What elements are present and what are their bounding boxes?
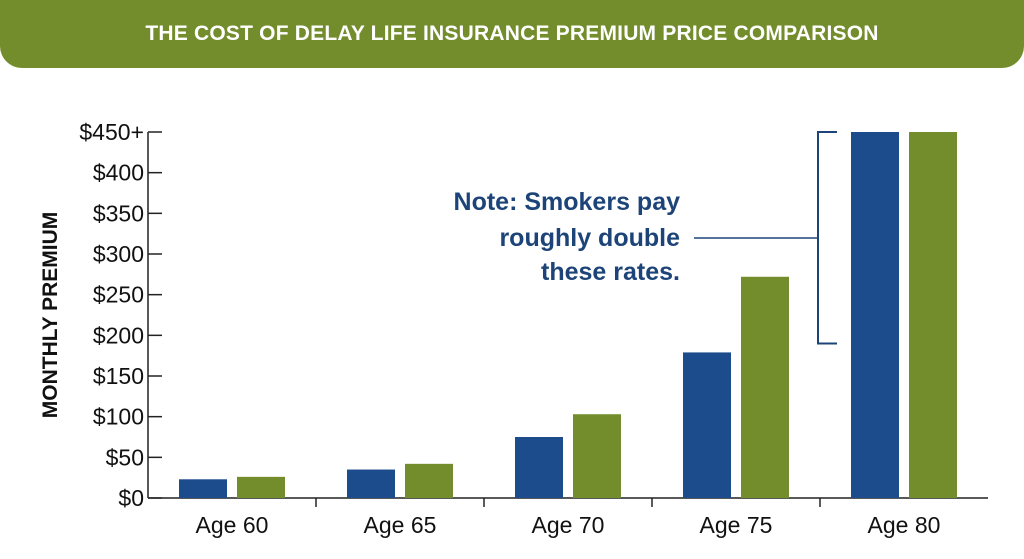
bar-series-1 bbox=[179, 479, 227, 498]
y-tick-label: $100 bbox=[93, 404, 144, 430]
x-tick-label: Age 70 bbox=[532, 512, 605, 538]
bar-series-2 bbox=[237, 476, 285, 498]
annotation-note-line: these rates. bbox=[541, 258, 680, 286]
bar-series-2 bbox=[405, 463, 453, 498]
x-tick-label: Age 60 bbox=[196, 512, 269, 538]
bar-series-1 bbox=[851, 132, 899, 498]
y-tick-label: $50 bbox=[106, 444, 144, 470]
x-tick-label: Age 80 bbox=[868, 512, 941, 538]
title-banner: THE COST OF DELAY LIFE INSURANCE PREMIUM… bbox=[0, 0, 1024, 68]
x-tick-label: Age 65 bbox=[364, 512, 437, 538]
y-tick-label: $200 bbox=[93, 322, 144, 348]
bar-series-2 bbox=[909, 132, 957, 498]
chart-title: THE COST OF DELAY LIFE INSURANCE PREMIUM… bbox=[145, 22, 879, 45]
x-tick-label: Age 75 bbox=[700, 512, 773, 538]
annotation-note-line: Note: Smokers pay bbox=[454, 188, 681, 216]
y-tick-label: $300 bbox=[93, 241, 144, 267]
bar-series-2 bbox=[741, 276, 789, 498]
y-tick-label: $350 bbox=[93, 200, 144, 226]
y-tick-label: $150 bbox=[93, 363, 144, 389]
y-tick-label: $400 bbox=[93, 160, 144, 186]
bar-series-1 bbox=[683, 352, 731, 498]
annotation-bracket bbox=[817, 131, 837, 345]
y-tick-label: $250 bbox=[93, 282, 144, 308]
bar-series-2 bbox=[573, 414, 621, 498]
y-axis-label: MONTHLY PREMIUM bbox=[39, 212, 62, 419]
annotation-note-line: roughly double bbox=[499, 224, 680, 252]
bar-series-1 bbox=[347, 469, 395, 498]
y-tick-label: $0 bbox=[118, 485, 144, 511]
y-tick-label: $450+ bbox=[79, 119, 144, 145]
bar-series-1 bbox=[515, 437, 563, 498]
